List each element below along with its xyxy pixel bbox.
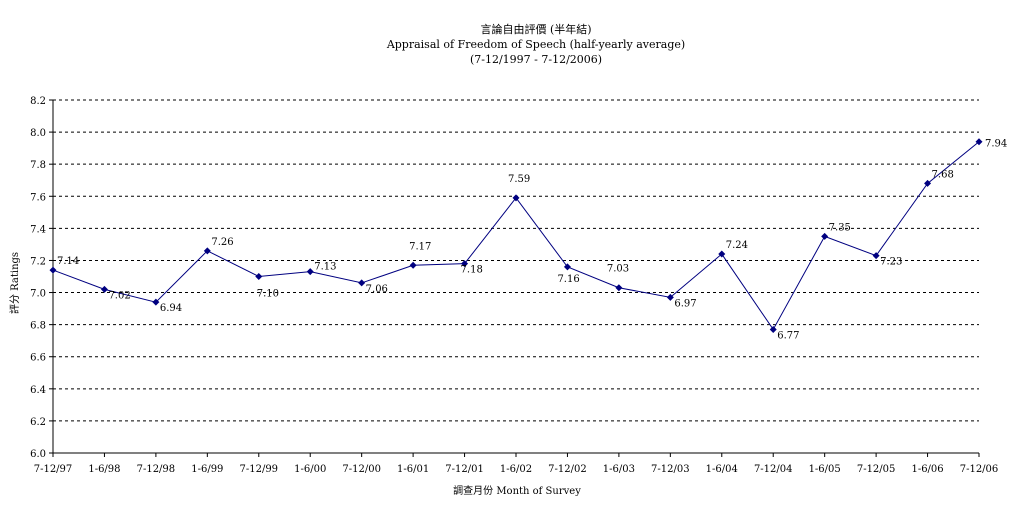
y-tick-label: 6.6 xyxy=(30,353,46,364)
gridlines xyxy=(53,99,979,422)
data-point xyxy=(512,194,520,202)
x-tick-label: 1-6/98 xyxy=(88,464,120,475)
x-tick-label: 7-12/05 xyxy=(857,464,896,475)
data-point xyxy=(461,260,469,268)
data-point xyxy=(152,298,160,306)
data-point xyxy=(203,247,211,255)
data-label: 7.14 xyxy=(57,256,79,267)
data-label: 7.18 xyxy=(461,265,483,276)
x-tick-label: 7-12/02 xyxy=(548,464,587,475)
data-point xyxy=(666,293,674,301)
data-point xyxy=(872,252,880,260)
x-tick-label: 7-12/04 xyxy=(754,464,793,475)
data-point xyxy=(718,250,726,258)
x-tick-label: 1-6/01 xyxy=(397,464,429,475)
data-point xyxy=(409,261,417,269)
data-point xyxy=(49,266,57,274)
series-line xyxy=(49,138,983,333)
y-tick-label: 6.0 xyxy=(30,449,46,460)
data-label: 7.24 xyxy=(726,240,748,251)
x-tick-label: 1-6/02 xyxy=(500,464,532,475)
data-label: 7.23 xyxy=(880,257,902,268)
x-axis-ticks: 7-12/97 1-6/98 7-12/98 1-6/99 7-12/99 1-6/00 7… xyxy=(34,453,999,475)
data-point xyxy=(358,279,366,287)
x-tick-label: 7-12/98 xyxy=(137,464,176,475)
data-point xyxy=(975,138,983,146)
y-tick-label: 7.2 xyxy=(30,256,46,267)
data-label: 7.10 xyxy=(257,289,279,300)
data-point xyxy=(924,179,932,187)
x-tick-label: 7-12/99 xyxy=(239,464,278,475)
x-axis-label: 調查月份 Month of Survey xyxy=(453,484,581,497)
x-tick-label: 7-12/06 xyxy=(960,464,999,475)
chart-title: 言論自由評價 (半年結) xyxy=(480,22,591,36)
y-axis-label: 評分 Ratings xyxy=(8,252,21,314)
y-axis-ticks: 6.0 6.2 6.4 6.6 6.8 7.0 7.2 7.4 7.6 7.8 8.0 8.2 xyxy=(30,96,53,460)
x-tick-label: 1-6/03 xyxy=(603,464,635,475)
data-labels: 7.14 7.02 6.94 7.26 7.10 7.13 7.06 7.17 7.18 7.59… xyxy=(57,139,1007,342)
x-tick-label: 1-6/00 xyxy=(294,464,326,475)
x-tick-label: 7-12/97 xyxy=(34,464,73,475)
data-point xyxy=(615,284,623,292)
data-point xyxy=(100,285,108,293)
data-point xyxy=(255,273,263,280)
data-label: 6.97 xyxy=(674,298,696,309)
data-point xyxy=(769,325,777,333)
chart-date-range: (7-12/1997 - 7-12/2006) xyxy=(470,53,602,66)
data-label: 7.68 xyxy=(932,169,954,180)
data-label: 7.06 xyxy=(366,284,388,295)
data-point xyxy=(821,232,829,240)
y-tick-label: 8.2 xyxy=(30,96,46,107)
series-polyline xyxy=(52,141,980,331)
x-tick-label: 1-6/04 xyxy=(706,464,738,475)
y-tick-label: 7.0 xyxy=(30,289,46,300)
data-label: 7.02 xyxy=(108,290,130,301)
x-tick-label: 1-6/99 xyxy=(191,464,223,475)
x-tick-label: 7-12/00 xyxy=(342,464,381,475)
data-label: 7.16 xyxy=(557,274,579,285)
data-point xyxy=(306,268,314,276)
x-tick-label: 7-12/03 xyxy=(651,464,690,475)
x-tick-label: 1-6/06 xyxy=(911,464,943,475)
y-tick-label: 7.4 xyxy=(30,224,46,235)
data-label: 7.59 xyxy=(508,174,530,185)
y-tick-label: 8.0 xyxy=(30,128,46,139)
data-label: 7.13 xyxy=(314,262,336,273)
data-label: 7.03 xyxy=(607,264,629,275)
x-tick-label: 7-12/01 xyxy=(445,464,484,475)
data-label: 6.77 xyxy=(777,330,799,341)
data-label: 6.94 xyxy=(160,303,182,314)
y-tick-label: 6.2 xyxy=(30,417,46,428)
data-point xyxy=(563,263,571,271)
x-tick-label: 1-6/05 xyxy=(809,464,841,475)
data-label: 7.17 xyxy=(409,241,431,252)
y-tick-label: 7.8 xyxy=(30,160,46,171)
y-tick-label: 6.4 xyxy=(30,385,46,396)
data-label: 7.35 xyxy=(829,222,851,233)
data-label: 7.26 xyxy=(211,237,233,248)
y-tick-label: 6.8 xyxy=(30,321,46,332)
data-label: 7.94 xyxy=(985,139,1007,150)
y-tick-label: 7.6 xyxy=(30,192,46,203)
chart-subtitle: Appraisal of Freedom of Speech (half-yea… xyxy=(386,38,685,51)
